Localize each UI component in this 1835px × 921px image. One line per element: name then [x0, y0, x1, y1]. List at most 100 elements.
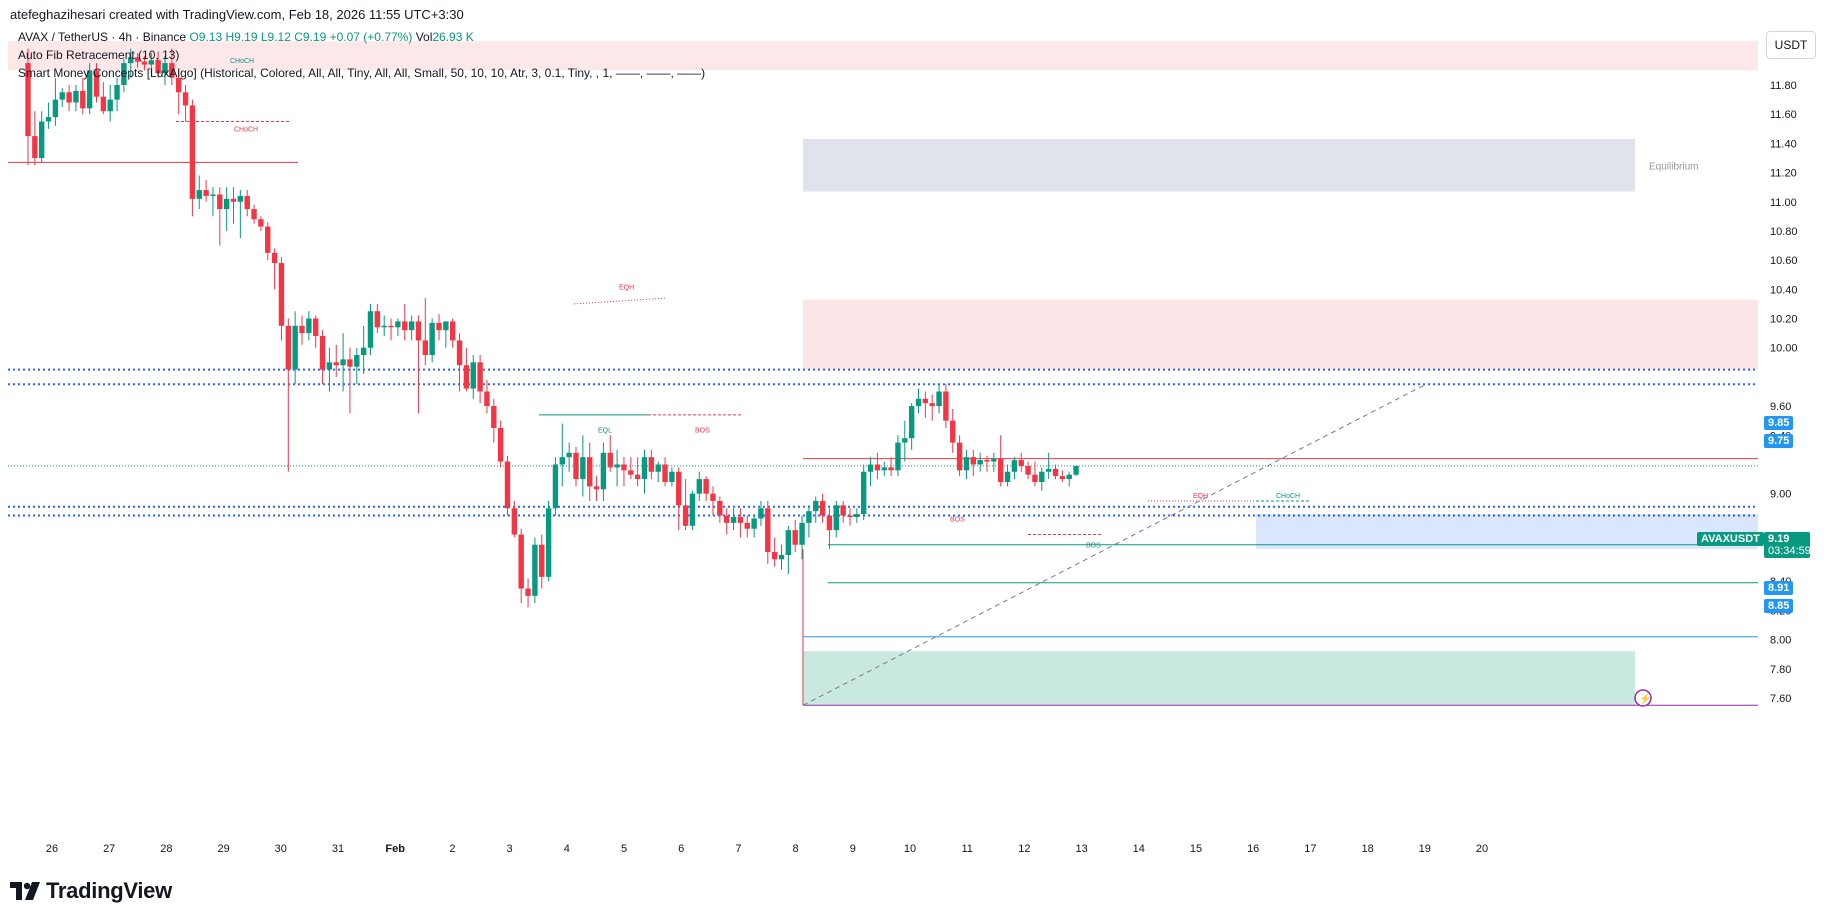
bos-label-2: BOS [950, 516, 965, 523]
candle-body [600, 452, 607, 490]
candle-body [25, 63, 31, 137]
candle-body [354, 355, 360, 367]
x-tick-label: 18 [1361, 843, 1373, 855]
x-tick-label: 9 [850, 843, 856, 855]
candle-body [641, 457, 648, 480]
candle-body [765, 508, 771, 553]
legend-symbol-row[interactable]: AVAX / TetherUS · 4h · Binance O9.13 H9.… [18, 30, 474, 44]
candle-body [32, 136, 38, 158]
candle-body [162, 63, 168, 74]
candle-body [730, 517, 737, 523]
candle-body [539, 544, 545, 577]
y-tick-label: 11.20 [1770, 168, 1797, 180]
x-tick-label: 11 [961, 843, 972, 855]
candle-body [929, 403, 935, 407]
y-tick-label: 11.60 [1770, 109, 1797, 121]
candle-body [1025, 465, 1031, 475]
bos-label-3: BOS [1086, 543, 1101, 550]
x-tick-label: 4 [564, 843, 570, 855]
candle-body [936, 391, 942, 407]
x-tick-label: 29 [217, 843, 229, 855]
candle-body [895, 442, 901, 471]
candle-body [450, 321, 456, 341]
chart-area[interactable]: Equilibrium CHoCH CHoCH EQH EQL BOS EQH CHoCH BO… [8, 21, 1835, 861]
candle-body [634, 474, 641, 480]
candle-body [737, 517, 744, 523]
candle-body [991, 458, 997, 462]
candle-body [497, 427, 504, 462]
y-tick-label: 9.60 [1770, 401, 1791, 413]
candle-body [792, 530, 798, 545]
candle-body [580, 457, 586, 480]
candle-body [847, 515, 853, 518]
candle-body [292, 325, 298, 370]
candle-body [463, 365, 470, 389]
candle-body [340, 359, 346, 366]
candle-body [59, 92, 65, 100]
candle-body [950, 420, 956, 443]
candle-body [956, 442, 963, 471]
candle-body [278, 263, 285, 326]
premium-zone [803, 299, 1758, 370]
candle-body [360, 347, 367, 356]
candle-body [655, 464, 661, 472]
legend-high: H9.19 [225, 30, 258, 44]
candle-body [80, 90, 86, 109]
x-tick-label: 30 [275, 843, 287, 855]
y-tick-label: 10.60 [1770, 255, 1798, 267]
candle-body [867, 464, 874, 472]
candle-body [470, 362, 476, 389]
candle-body [134, 57, 141, 62]
x-tick-label: 20 [1476, 843, 1488, 855]
candle-body [669, 471, 675, 482]
legend-open: O9.13 [189, 30, 223, 44]
candle-body [176, 77, 182, 93]
candle-body [367, 311, 374, 348]
tradingview-logo[interactable]: TradingView [10, 878, 172, 904]
candle-body [100, 96, 107, 112]
x-tick-label: 2 [449, 843, 455, 855]
candle-body [682, 505, 689, 526]
chart-attribution: atefeghazihesari created with TradingVie… [10, 7, 464, 22]
candle-body [230, 198, 237, 202]
candle-body [1059, 476, 1066, 480]
level-badge-9-85: 9.85 [1764, 416, 1794, 430]
candle-body [676, 471, 682, 506]
candle-body [532, 544, 538, 596]
legend-indicator-smc[interactable]: Smart Money Concepts [LuxAlgo] (Historic… [18, 66, 706, 80]
legend-low: L9.12 [260, 30, 291, 44]
x-tick-label: 13 [1075, 843, 1087, 855]
y-tick-label: 10.00 [1770, 343, 1798, 355]
candle-body [628, 470, 634, 475]
legend-indicator-fib[interactable]: Auto Fib Retracement (10, 13) [18, 48, 180, 62]
candle-body [1073, 465, 1079, 475]
last-price: 9.19 [1768, 533, 1790, 545]
candle-body [819, 500, 826, 516]
candle-body [984, 460, 990, 462]
legend-symbol[interactable]: AVAX / TetherUS · 4h · Binance [18, 30, 187, 44]
candle-body [504, 461, 511, 509]
currency-button[interactable]: USDT [1766, 31, 1816, 59]
x-tick-label: 19 [1419, 843, 1431, 855]
symbol-badge: AVAXUSDT [1697, 532, 1764, 546]
candle-body [785, 530, 792, 555]
candle-body [1018, 460, 1024, 466]
candle-body [826, 515, 833, 531]
candle-body [840, 505, 846, 516]
eql-label: EQL [598, 427, 612, 434]
choch-label-1: CHoCH [230, 58, 254, 65]
candle-body [319, 336, 326, 370]
candle-body [182, 92, 189, 106]
candle-body [1045, 468, 1052, 472]
x-tick-label: 8 [793, 843, 799, 855]
discount-zone [803, 651, 1635, 706]
candlestick-chart[interactable]: Equilibrium CHoCH CHoCH EQH EQL BOS EQH CHoCH BO… [8, 21, 1835, 861]
candle-body [408, 321, 415, 331]
y-tick-label: 11.00 [1770, 197, 1797, 209]
x-tick-label: 3 [507, 843, 513, 855]
lightning-glyph: ⚡ [1639, 692, 1651, 705]
candle-body [525, 588, 531, 596]
candle-body [758, 508, 764, 519]
candle-body [559, 457, 565, 465]
candle-body [477, 362, 483, 392]
